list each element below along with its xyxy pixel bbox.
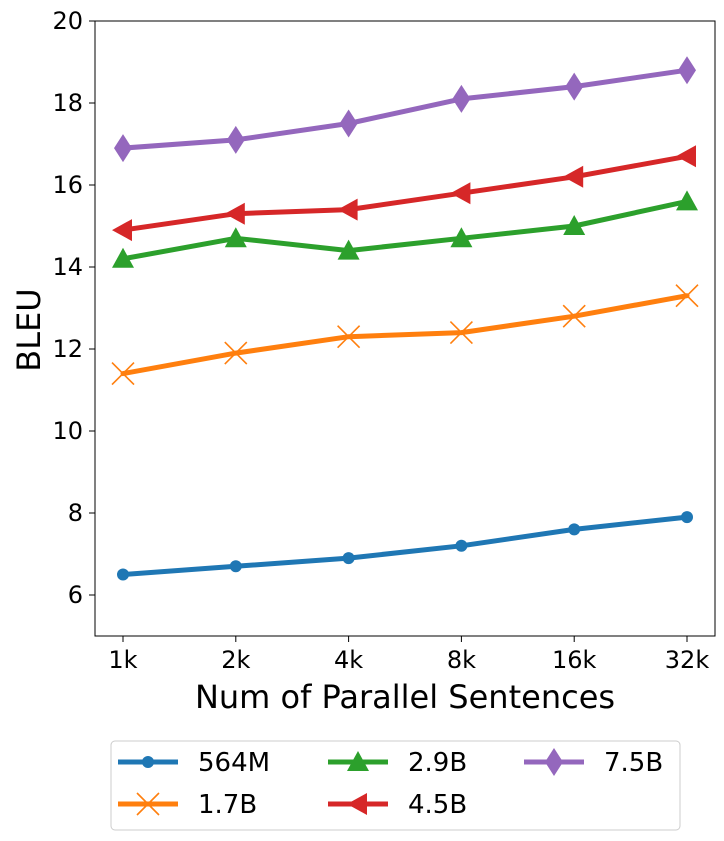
data-point — [117, 568, 129, 581]
series-line — [120, 514, 690, 577]
y-axis: 6 8 10 12 14 16 18 20 — [52, 7, 95, 609]
data-point — [562, 304, 586, 328]
series-2.9B — [112, 190, 698, 268]
x-axis: 1k 2k 4k 8k 16k 32k — [108, 636, 709, 674]
data-point — [342, 552, 355, 565]
plot-area — [111, 56, 699, 581]
data-point — [563, 215, 586, 235]
data-point — [449, 321, 473, 345]
data-point — [676, 190, 698, 211]
data-point — [568, 523, 581, 536]
data-point — [565, 72, 584, 101]
data-point — [112, 247, 134, 268]
legend-item: 564M — [118, 748, 270, 778]
data-point — [226, 125, 245, 154]
data-point — [337, 198, 358, 221]
legend-item: 2.9B — [328, 748, 467, 778]
data-point — [676, 145, 696, 168]
x-tick-label: 1k — [108, 646, 137, 674]
y-tick-label: 20 — [52, 7, 83, 35]
data-point — [224, 202, 245, 225]
data-point — [450, 182, 471, 205]
data-point — [224, 341, 248, 365]
data-point — [563, 165, 584, 188]
legend-item: 7.5B — [524, 748, 663, 778]
legend-box — [110, 740, 681, 831]
legend-item: 1.7B — [118, 790, 257, 820]
y-tick-label: 14 — [52, 253, 83, 281]
data-point — [678, 56, 696, 85]
series-line — [120, 198, 690, 262]
y-axis-label: BLEU — [10, 288, 48, 371]
series-7.5B — [114, 56, 696, 163]
legend-label: 564M — [198, 748, 270, 778]
legend-marker — [142, 756, 154, 768]
y-tick-label: 6 — [68, 581, 83, 609]
y-tick-label: 12 — [52, 335, 83, 363]
data-point — [224, 227, 247, 248]
x-tick-label: 2k — [221, 646, 250, 674]
y-tick-label: 18 — [52, 89, 83, 117]
legend-marker — [347, 751, 369, 771]
series-564M — [117, 511, 693, 581]
series-line — [120, 153, 690, 233]
data-point — [112, 219, 132, 242]
y-tick-label: 16 — [52, 171, 83, 199]
data-point — [452, 84, 471, 113]
legend-label: 1.7B — [198, 790, 257, 820]
series-line — [120, 67, 690, 151]
data-point — [111, 362, 135, 386]
data-point — [339, 109, 358, 138]
y-tick-label: 8 — [68, 499, 83, 527]
x-tick-label: 4k — [334, 646, 363, 674]
legend-label: 7.5B — [604, 748, 663, 778]
legend-marker — [136, 792, 160, 816]
legend-item: 4.5B — [328, 790, 467, 820]
series-line — [120, 293, 690, 377]
legend-marker — [347, 793, 367, 815]
data-point — [337, 239, 360, 260]
data-point — [675, 284, 699, 308]
legend: 564M 1.7B 2.9B 4.5B 7.5B — [110, 740, 681, 831]
x-tick-label: 16k — [552, 646, 597, 674]
data-point — [681, 511, 693, 524]
y-tick-label: 10 — [52, 417, 83, 445]
data-point — [229, 560, 242, 573]
legend-label: 2.9B — [408, 748, 467, 778]
legend-label: 4.5B — [408, 790, 467, 820]
series-1.7B — [111, 284, 699, 386]
series-4.5B — [112, 145, 696, 242]
x-axis-label: Num of Parallel Sentences — [195, 678, 615, 716]
x-tick-label: 8k — [447, 646, 476, 674]
plot-frame — [94, 20, 716, 637]
data-point — [450, 227, 473, 248]
data-point — [455, 539, 468, 552]
data-point — [114, 134, 132, 163]
data-point — [337, 325, 361, 349]
legend-marker — [545, 748, 563, 776]
x-tick-label: 32k — [665, 646, 710, 674]
